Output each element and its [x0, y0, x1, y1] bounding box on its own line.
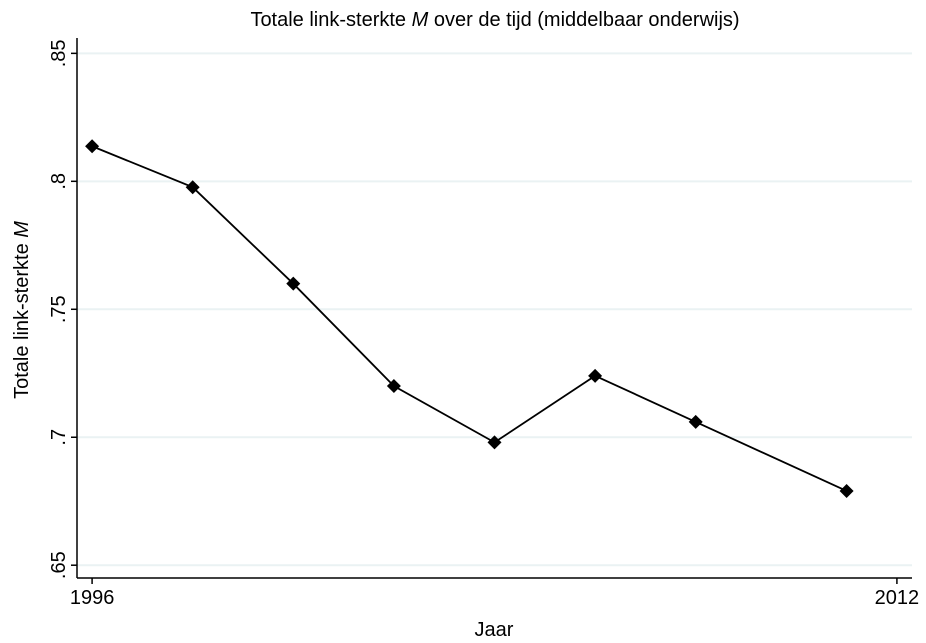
chart-title: Totale link-sterkte M over de tijd (midd…: [250, 9, 739, 31]
x-tick-label: 1996: [70, 587, 115, 609]
marker: [839, 483, 854, 498]
y-axis-label: Totale link-sterkte M: [11, 221, 33, 399]
marker: [386, 379, 401, 394]
y-label-part: M: [11, 221, 33, 238]
y-tick-label: .75: [48, 295, 70, 323]
y-label-part: Totale link-sterkte: [11, 243, 33, 399]
x-tick-label: 2012: [875, 587, 920, 609]
y-tick-label: .85: [48, 39, 70, 67]
title-part: Totale link-sterkte: [250, 9, 406, 31]
marker: [185, 180, 200, 195]
marker: [588, 368, 603, 383]
marker: [688, 414, 703, 429]
y-tick-label: .65: [48, 551, 70, 579]
marker: [286, 276, 301, 291]
marker: [487, 435, 502, 450]
title-part: M: [412, 9, 429, 31]
x-axis-label: Jaar: [475, 619, 514, 641]
line: [91, 145, 847, 492]
marker: [85, 139, 100, 154]
y-tick-label: .8: [48, 173, 70, 190]
y-tick-label: .7: [48, 429, 70, 446]
title-part: over de tijd (middelbaar onderwijs): [434, 9, 740, 31]
